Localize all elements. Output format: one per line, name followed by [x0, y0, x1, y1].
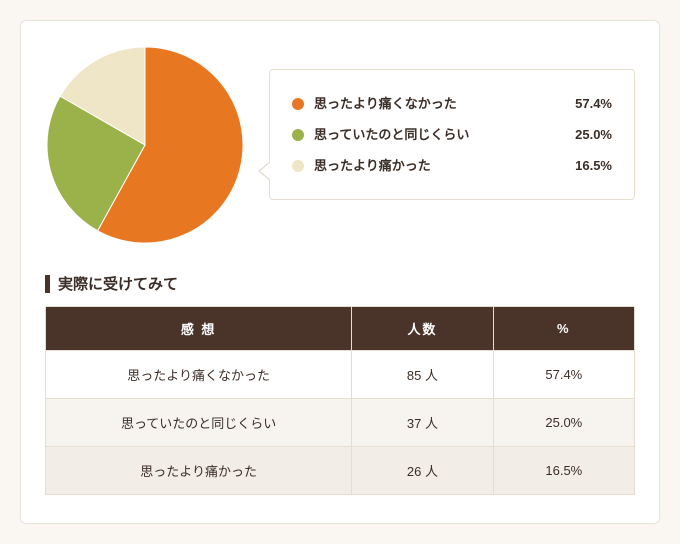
- cell-count: 85 人: [352, 351, 493, 399]
- legend-label: 思っていたのと同じくらい: [314, 128, 575, 141]
- cell-pct: 57.4%: [493, 351, 634, 399]
- section-title-text: 実際に受けてみて: [58, 273, 178, 294]
- legend-item: 思ったより痛くなかった 57.4%: [292, 88, 612, 119]
- legend-box: 思ったより痛くなかった 57.4% 思っていたのと同じくらい 25.0% 思った…: [269, 69, 635, 200]
- legend-dot-icon: [292, 129, 304, 141]
- legend-dot-icon: [292, 98, 304, 110]
- table-header-row: 感 想 人数 %: [46, 307, 635, 351]
- cell-count: 37 人: [352, 399, 493, 447]
- section-title: 実際に受けてみて: [45, 273, 635, 294]
- legend-dot-icon: [292, 160, 304, 172]
- col-header-impression: 感 想: [46, 307, 352, 351]
- legend-pct: 16.5%: [575, 159, 612, 172]
- table-row: 思ったより痛くなかった 85 人 57.4%: [46, 351, 635, 399]
- cell-impression: 思っていたのと同じくらい: [46, 399, 352, 447]
- col-header-pct: %: [493, 307, 634, 351]
- table-row: 思っていたのと同じくらい 37 人 25.0%: [46, 399, 635, 447]
- results-table: 感 想 人数 % 思ったより痛くなかった 85 人 57.4% 思っていたのと同…: [45, 306, 635, 495]
- cell-pct: 25.0%: [493, 399, 634, 447]
- cell-pct: 16.5%: [493, 447, 634, 495]
- survey-card: 思ったより痛くなかった 57.4% 思っていたのと同じくらい 25.0% 思った…: [20, 20, 660, 524]
- chart-and-legend: 思ったより痛くなかった 57.4% 思っていたのと同じくらい 25.0% 思った…: [45, 45, 635, 245]
- legend-item: 思ったより痛かった 16.5%: [292, 150, 612, 181]
- legend-item: 思っていたのと同じくらい 25.0%: [292, 119, 612, 150]
- cell-count: 26 人: [352, 447, 493, 495]
- table-row: 思ったより痛かった 26 人 16.5%: [46, 447, 635, 495]
- cell-impression: 思ったより痛くなかった: [46, 351, 352, 399]
- legend-pct: 57.4%: [575, 97, 612, 110]
- col-header-count: 人数: [352, 307, 493, 351]
- cell-impression: 思ったより痛かった: [46, 447, 352, 495]
- pie-chart: [45, 45, 245, 245]
- legend-label: 思ったより痛かった: [314, 159, 575, 172]
- legend-pct: 25.0%: [575, 128, 612, 141]
- legend-label: 思ったより痛くなかった: [314, 97, 575, 110]
